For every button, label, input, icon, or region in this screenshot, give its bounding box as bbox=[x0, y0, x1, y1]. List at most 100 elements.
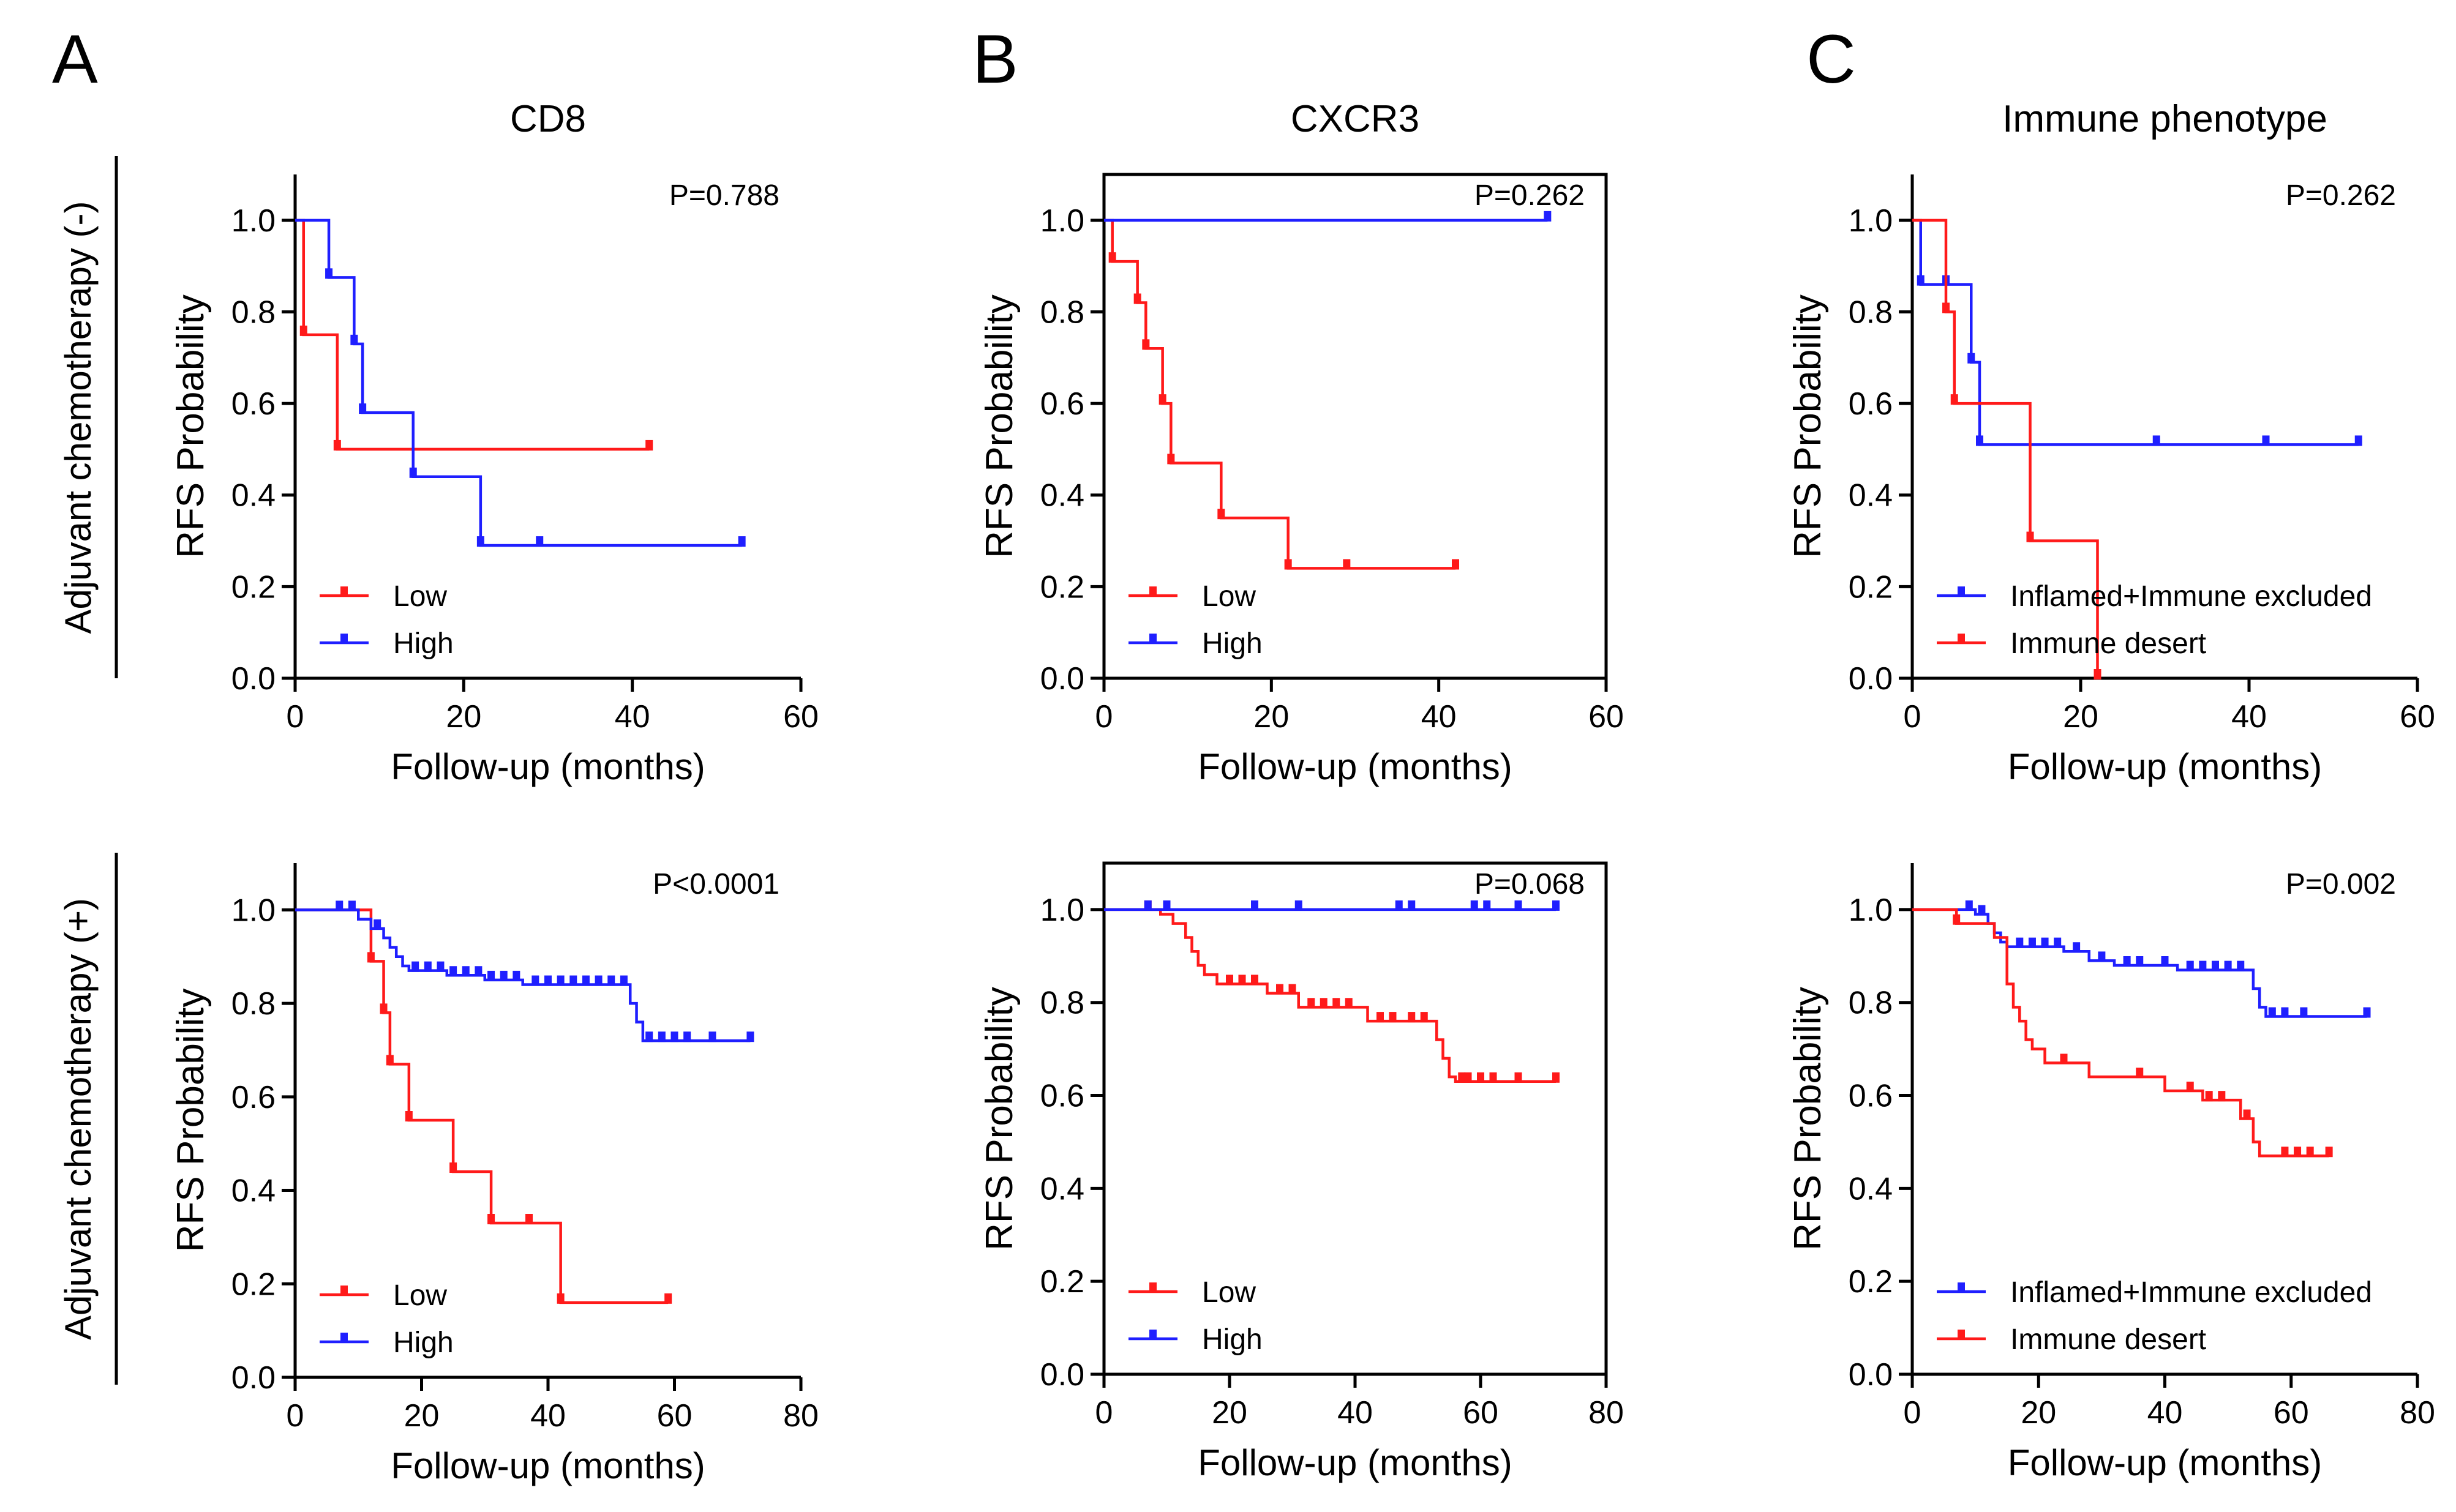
legend-label: Inflamed+Immune excluded bbox=[2010, 580, 2372, 613]
x-axis-label: Follow-up (months) bbox=[1198, 1442, 1512, 1483]
censor-mark bbox=[1144, 900, 1152, 911]
censor-mark bbox=[1408, 1012, 1416, 1023]
censor-mark bbox=[2041, 937, 2049, 948]
y-tick-label: 0.6 bbox=[1849, 386, 1893, 422]
censor-mark bbox=[1978, 905, 1986, 916]
km-panel-4: 0.0 0.2 0.4 0.6 0.8 1.0 0 20 40 60 80 Follow-up (mo… bbox=[170, 863, 819, 1486]
x-tick-label: 0 bbox=[1095, 1395, 1113, 1431]
censor-mark bbox=[2243, 1109, 2251, 1120]
x-tick-label: 60 bbox=[783, 699, 819, 735]
censor-mark bbox=[1217, 509, 1225, 520]
censor-mark bbox=[424, 961, 432, 972]
censor-mark bbox=[487, 970, 495, 981]
x-tick-label: 20 bbox=[404, 1398, 440, 1434]
y-axis-label: RFS Probability bbox=[170, 294, 212, 558]
censor-mark bbox=[2281, 1147, 2289, 1158]
x-tick-label: 0 bbox=[1095, 699, 1113, 735]
km-panel-1: CD8 0.0 0.2 0.4 0.6 0.8 1.0 0 20 40 60 Follow-up (m… bbox=[170, 98, 819, 787]
censor-mark bbox=[1108, 252, 1116, 263]
censor-mark bbox=[536, 536, 544, 547]
x-tick-label: 0 bbox=[287, 1398, 304, 1434]
y-tick-label: 0.0 bbox=[1040, 1357, 1084, 1393]
censor-mark bbox=[738, 536, 746, 547]
censor-mark bbox=[1284, 559, 1292, 570]
censor-mark bbox=[2098, 951, 2106, 962]
y-tick-label: 0.8 bbox=[1849, 986, 1893, 1021]
y-axis-label: RFS Probability bbox=[1787, 987, 1829, 1251]
x-tick-label: 20 bbox=[1253, 699, 1289, 735]
series-1 bbox=[1912, 908, 2333, 1158]
censor-mark bbox=[449, 1162, 457, 1173]
censor-mark bbox=[2262, 435, 2270, 446]
censor-mark bbox=[1276, 984, 1283, 995]
legend-censor-mark bbox=[1958, 586, 1965, 597]
km-panel-5: 0.0 0.2 0.4 0.6 0.8 1.0 0 20 40 60 80 Follow-up (mo… bbox=[978, 861, 1624, 1483]
p-value: P=0.262 bbox=[1474, 179, 1585, 212]
panel-title: CXCR3 bbox=[1291, 98, 1419, 140]
y-tick-label: 0.0 bbox=[1849, 1357, 1893, 1393]
km-curve-0 bbox=[1912, 219, 2359, 446]
legend-censor-mark bbox=[340, 1333, 348, 1343]
censor-mark bbox=[2199, 960, 2207, 971]
legend-label: Low bbox=[1202, 580, 1256, 613]
series-0 bbox=[1104, 219, 1459, 570]
censor-mark bbox=[500, 970, 508, 981]
legend-label: Immune desert bbox=[2010, 627, 2206, 660]
censor-mark bbox=[2161, 956, 2169, 967]
plot-frame bbox=[1102, 861, 1608, 1376]
censor-mark bbox=[1238, 975, 1246, 986]
censor-mark bbox=[1320, 998, 1328, 1009]
x-tick-label: 20 bbox=[2063, 699, 2098, 735]
x-tick-label: 40 bbox=[530, 1398, 566, 1434]
panel-letter-b: B bbox=[972, 21, 1018, 97]
censor-mark bbox=[2136, 956, 2144, 967]
row-label-chemo-minus-text: Adjuvant chemotherapy (-) bbox=[58, 201, 99, 634]
p-value: P=0.262 bbox=[2286, 179, 2396, 212]
censor-mark bbox=[1251, 975, 1258, 986]
censor-mark bbox=[1376, 1012, 1384, 1023]
censor-mark bbox=[1142, 339, 1150, 350]
row-label-chemo-plus-text: Adjuvant chemotherapy (+) bbox=[58, 898, 99, 1340]
censor-mark bbox=[1288, 984, 1296, 995]
censor-mark bbox=[531, 975, 539, 986]
censor-mark bbox=[645, 440, 653, 451]
x-tick-label: 60 bbox=[657, 1398, 693, 1434]
censor-mark bbox=[1420, 1012, 1428, 1023]
censor-mark bbox=[2268, 1007, 2276, 1018]
censor-mark bbox=[2073, 942, 2081, 953]
censor-mark bbox=[374, 919, 381, 930]
x-tick-label: 0 bbox=[287, 699, 304, 735]
y-axis-label: RFS Probability bbox=[1787, 294, 1829, 558]
censor-mark bbox=[386, 1055, 394, 1066]
censor-mark bbox=[487, 1214, 495, 1224]
censor-mark bbox=[2152, 435, 2160, 446]
censor-mark bbox=[1489, 1072, 1497, 1083]
censor-mark bbox=[2325, 1147, 2333, 1158]
x-axis-label: Follow-up (months) bbox=[2008, 1442, 2323, 1483]
x-tick-label: 20 bbox=[446, 699, 481, 735]
legend-label: High bbox=[393, 627, 454, 660]
x-tick-label: 0 bbox=[1904, 699, 1921, 735]
censor-mark bbox=[1953, 914, 1961, 925]
censor-mark bbox=[336, 900, 344, 911]
censor-mark bbox=[1294, 900, 1302, 911]
y-tick-label: 0.4 bbox=[231, 478, 276, 514]
y-tick-label: 0.8 bbox=[1849, 294, 1893, 330]
censor-mark bbox=[2028, 937, 2036, 948]
plot-axes bbox=[293, 174, 801, 680]
km-curve-0 bbox=[1104, 908, 1556, 1083]
censor-mark bbox=[409, 467, 417, 478]
censor-mark bbox=[2281, 1007, 2289, 1018]
km-panel-3: Immune phenotype 0.0 0.2 0.4 0.6 0.8 1.0 0 20 40 6… bbox=[1787, 98, 2435, 787]
censor-mark bbox=[437, 961, 445, 972]
censor-mark bbox=[299, 325, 307, 336]
x-tick-label: 40 bbox=[2147, 1395, 2183, 1431]
y-tick-label: 0.0 bbox=[1040, 661, 1084, 697]
censor-mark bbox=[1163, 900, 1171, 911]
y-axis-label: RFS Probability bbox=[978, 294, 1021, 558]
series-1 bbox=[1912, 219, 2101, 679]
y-tick-label: 0.2 bbox=[1849, 569, 1893, 605]
censor-mark bbox=[1976, 435, 1983, 446]
censor-mark bbox=[2237, 960, 2245, 971]
y-tick-label: 0.8 bbox=[231, 986, 276, 1022]
